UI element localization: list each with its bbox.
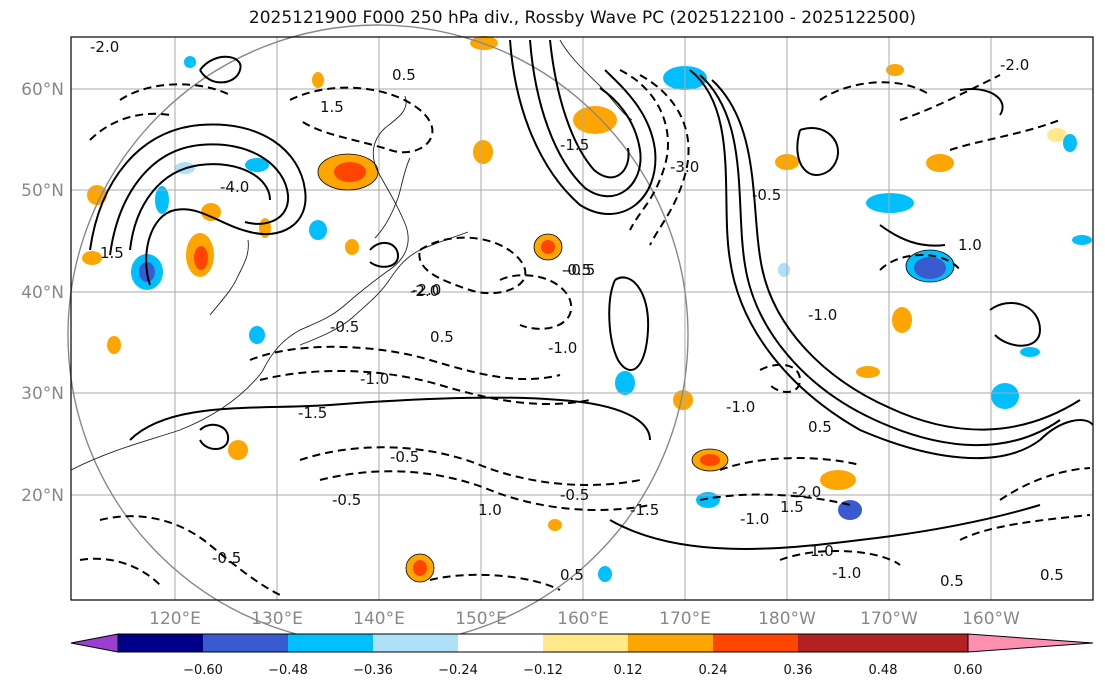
- contour-label: 1.0: [478, 501, 502, 519]
- contour-label: -1.0: [726, 398, 755, 416]
- contour-label: 1.5: [100, 244, 124, 262]
- lon-label: 160°W: [962, 609, 1020, 629]
- contour-label: -1.5: [560, 136, 589, 154]
- contour-label: -0.5: [566, 261, 595, 279]
- contour-label: -2.0: [412, 281, 441, 299]
- contour-labels: -2.0 -1.0 -0.5 1.5 0.5 -1.5 -4.0 0.5 -3.…: [90, 38, 1064, 590]
- lat-label: 40°N: [21, 283, 64, 303]
- lat-label: 30°N: [21, 384, 64, 404]
- colorbar-segment: [628, 634, 713, 652]
- lon-labels: 120°E 130°E 140°E 150°E 160°E 170°E 180°…: [149, 609, 1020, 629]
- contour-label: -0.5: [212, 549, 241, 567]
- colorbar-tick: −0.24: [438, 663, 478, 678]
- contour-label: -2.0: [410, 282, 439, 300]
- contour-label: 0.5: [940, 572, 964, 590]
- colorbar-tick: 0.48: [869, 663, 898, 678]
- colorbar-tick: 0.12: [614, 663, 643, 678]
- colorbar-segment: [118, 634, 203, 652]
- lon-label: 130°E: [251, 609, 303, 629]
- blob-outlines: [317, 153, 955, 583]
- contour-label: -4.0: [220, 178, 249, 196]
- contour-label: -1.0: [808, 306, 837, 324]
- contour-label: -2.0: [90, 38, 119, 56]
- contour-label: -1.0: [360, 370, 389, 388]
- contour-label: -2.0: [1000, 56, 1029, 74]
- colorbar-segment: [883, 634, 968, 652]
- lon-label: 170°W: [860, 609, 918, 629]
- map-frame: [70, 36, 1094, 601]
- colorbar-segment: [798, 634, 883, 652]
- colorbar-tick: −0.12: [523, 663, 563, 678]
- contour-label: -0.5: [560, 486, 589, 504]
- contour-label: 1.5: [780, 498, 804, 516]
- lat-label: 20°N: [21, 486, 64, 506]
- colorbar-segment: [543, 634, 628, 652]
- positive-divergence-shading: [82, 36, 1067, 582]
- contour-label: -1.5: [630, 501, 659, 519]
- colorbar: −0.60 −0.48 −0.36 −0.24 −0.12 0.12 0.24 …: [70, 633, 1094, 678]
- colorbar-extend-low: [70, 633, 119, 653]
- colorbar-segment: [458, 634, 543, 652]
- map-title: 2025121900 F000 250 hPa div., Rossby Wav…: [248, 8, 917, 28]
- contour-label: -0.5: [330, 318, 359, 336]
- colorbar-segment: [203, 634, 288, 652]
- contour-label: -2.0: [792, 483, 821, 501]
- lon-label: 150°E: [455, 609, 507, 629]
- contour-label: -1.0: [548, 339, 577, 357]
- contour-label: 0.5: [560, 566, 584, 584]
- lon-label: 120°E: [149, 609, 201, 629]
- colorbar-segment: [713, 634, 798, 652]
- contour-label: 0.5: [430, 328, 454, 346]
- colorbar-tick: 0.60: [954, 663, 983, 678]
- lat-labels: 60°N 50°N 40°N 30°N 20°N: [21, 80, 64, 506]
- colorbar-tick: −0.36: [353, 663, 393, 678]
- lon-label: 140°E: [353, 609, 405, 629]
- lat-label: 50°N: [21, 181, 64, 201]
- lon-label: 170°E: [659, 609, 711, 629]
- contour-label: 1.5: [320, 98, 344, 116]
- colorbar-tick: −0.60: [183, 663, 223, 678]
- contour-label: -0.5: [332, 491, 361, 509]
- dashed-contours: [79, 69, 1091, 596]
- contour-label: 1.0: [810, 542, 834, 560]
- lat-label: 60°N: [21, 80, 64, 100]
- contour-label: -1.0: [832, 564, 861, 582]
- contour-label: -1.0: [740, 510, 769, 528]
- colorbar-tick: −0.48: [268, 663, 308, 678]
- contour-label: 1.0: [958, 236, 982, 254]
- colorbar-segment: [288, 634, 373, 652]
- contour-label: 0.5: [1040, 566, 1064, 584]
- colorbar-tick: 0.24: [699, 663, 728, 678]
- contour-label: -0.5: [390, 448, 419, 466]
- lon-label: 160°E: [557, 609, 609, 629]
- contour-label: -1.5: [298, 404, 327, 422]
- lon-label: 180°W: [758, 609, 816, 629]
- colorbar-tick: 0.36: [784, 663, 813, 678]
- contour-label: -0.5: [562, 261, 591, 279]
- contour-label: -0.5: [752, 186, 781, 204]
- colorbar-segment: [373, 634, 458, 652]
- contour-label: -3.0: [670, 158, 699, 176]
- contour-label: 0.5: [808, 418, 832, 436]
- colorbar-extend-high: [967, 633, 1094, 653]
- contour-label: 0.5: [392, 66, 416, 84]
- solid-contours: [89, 39, 1094, 550]
- map-panel: -2.0 -1.0 -0.5 1.5 0.5 -1.5 -4.0 0.5 -3.…: [67, 24, 1094, 646]
- coastlines: [70, 39, 633, 471]
